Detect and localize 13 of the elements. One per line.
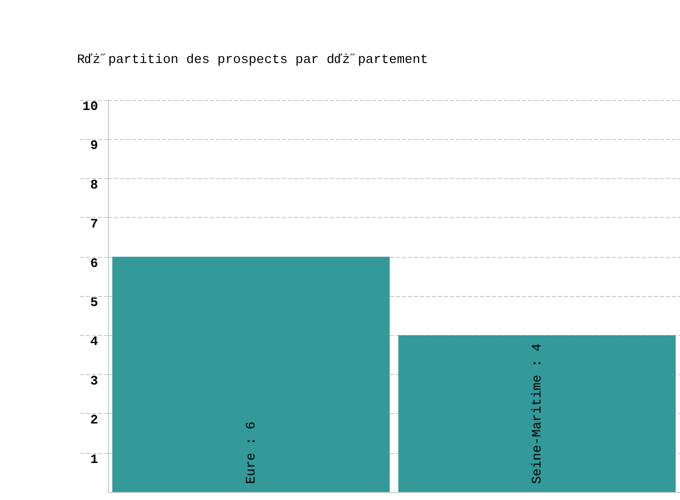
y-tick-label: 4 (90, 334, 98, 350)
y-tick-label: 7 (90, 216, 98, 232)
data-label: Seine-Maritime : 4 (530, 343, 544, 484)
chart-title: Rďż˝partition des prospects par dďż˝partement (77, 52, 428, 67)
y-tick-label: 6 (90, 256, 98, 271)
y-tick-label: 1 (90, 452, 98, 467)
y-tick-label: 3 (90, 373, 98, 388)
y-tick-label: 2 (90, 412, 98, 428)
y-tick-label: 8 (90, 177, 98, 192)
y-tick-label: 10 (82, 99, 98, 114)
data-label: Eure : 6 (244, 422, 258, 484)
y-tick-label: 5 (90, 295, 98, 310)
y-tick-label: 9 (90, 138, 98, 154)
